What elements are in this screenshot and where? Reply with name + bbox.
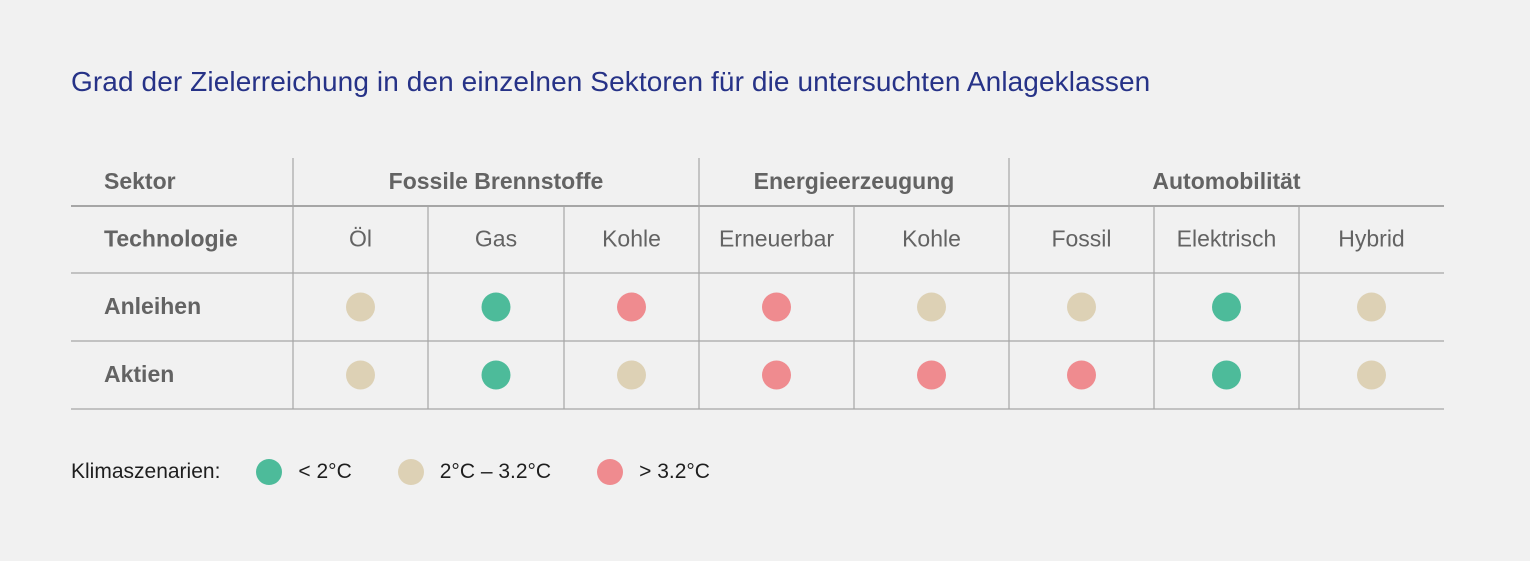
- scenario-dot: [1357, 292, 1386, 322]
- legend-text-mid: 2°C – 3.2°C: [439, 460, 552, 483]
- scenario-dot: [481, 360, 511, 390]
- legend-text-gt32: > 3.2°C: [639, 460, 710, 483]
- technology-label: Erneuerbar: [719, 226, 834, 252]
- technology-label: Hybrid: [1338, 226, 1404, 252]
- scenario-matrix: Sektor Technologie Fossile Brennstoffe Öl Ga…: [71, 158, 1444, 410]
- legend: Klimaszenarien: < 2°C 2°C – 3.2°C > 3.2°…: [71, 456, 756, 488]
- legend-dot-mid: [397, 459, 424, 485]
- technology-label: Fossil: [1051, 226, 1111, 252]
- asset-class-label: Aktien: [104, 361, 174, 387]
- row-header-sector: Sektor: [104, 168, 176, 194]
- scenario-dot: [346, 292, 375, 322]
- scenario-dot: [917, 360, 946, 390]
- scenario-dot: [1067, 360, 1096, 390]
- scenario-dot: [1212, 292, 1241, 322]
- legend-text-lt2: < 2°C: [298, 460, 352, 483]
- row-header-technology: Technologie: [104, 226, 238, 252]
- sector-label: Automobilität: [1152, 168, 1301, 194]
- scenario-dot: [762, 292, 791, 322]
- legend-dot-gt32: [597, 459, 624, 485]
- scenario-dot: [346, 360, 375, 390]
- sector-label: Energieerzeugung: [754, 168, 955, 194]
- scenario-dot: [762, 360, 791, 390]
- legend-label: Klimaszenarien:: [71, 460, 221, 483]
- technology-label: Elektrisch: [1177, 226, 1277, 252]
- scenario-dot: [481, 292, 511, 322]
- technology-label: Kohle: [902, 226, 961, 252]
- scenario-dot: [1067, 292, 1096, 322]
- scenario-dot: [617, 360, 646, 390]
- scenario-dot: [1357, 360, 1386, 390]
- scenario-dot: [1212, 360, 1241, 390]
- legend-item-lt2: < 2°C: [256, 459, 352, 485]
- chart-title: Grad der Zielerreichung in den einzelnen…: [71, 66, 1151, 97]
- technology-label: Öl: [349, 226, 372, 252]
- legend-dot-lt2: [256, 459, 283, 485]
- legend-item-mid: 2°C – 3.2°C: [397, 459, 552, 485]
- technology-label: Kohle: [602, 226, 661, 252]
- scenario-dot: [917, 292, 946, 322]
- scenario-dot: [617, 292, 646, 322]
- asset-class-label: Anleihen: [104, 293, 201, 319]
- technology-label: Gas: [475, 226, 517, 252]
- sector-label: Fossile Brennstoffe: [389, 168, 604, 194]
- legend-item-gt32: > 3.2°C: [597, 459, 710, 485]
